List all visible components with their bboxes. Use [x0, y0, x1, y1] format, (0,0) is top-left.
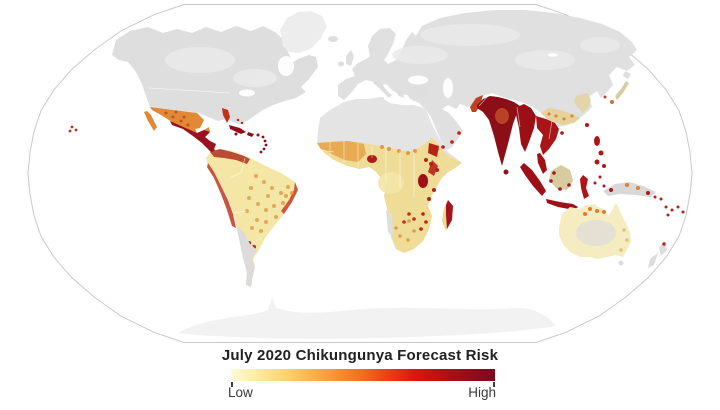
zambezi-dots: [402, 212, 416, 224]
region-borneo: [549, 165, 573, 190]
south-china-dots: [547, 112, 574, 121]
map-title: July 2020 Chikungunya Forecast Risk: [221, 347, 499, 364]
region-philippines: [594, 136, 606, 168]
borneo-coast-dots: [549, 171, 571, 191]
new-guinea-orange-dots: [625, 183, 640, 190]
region-south-china: [541, 108, 580, 125]
region-tasmania: [618, 260, 624, 266]
region-lake-victoria: [418, 174, 428, 188]
legend-tick-low: [231, 382, 233, 387]
region-kyushu: [610, 100, 614, 104]
region-greenland: [280, 11, 327, 53]
legend-label-high: High: [468, 385, 496, 400]
legend-gradient-bar: [231, 369, 495, 381]
region-subsaharan-africa: [317, 138, 462, 253]
nz-north-hotspot: [662, 242, 666, 246]
region-europe-islands: [328, 36, 631, 101]
region-new-zealand: [648, 242, 667, 268]
hawaii-dots: [68, 125, 78, 133]
region-australia-interior: [576, 220, 616, 246]
region-sumatra: [520, 163, 546, 196]
lakes: [239, 53, 558, 98]
region-brazil-coast: [281, 182, 298, 214]
region-north-america: [112, 26, 318, 124]
region-myanmar-bangladesh: [516, 104, 536, 152]
region-ethiopia: [428, 143, 439, 157]
region-korea-spot: [603, 95, 607, 99]
southern-africa-dots: [394, 219, 416, 242]
brazil-speckle-dots: [245, 174, 294, 233]
region-antarctica: [178, 297, 556, 339]
region-colombia-venezuela: [210, 149, 250, 164]
region-new-guinea: [603, 182, 656, 197]
region-malay-peninsula: [537, 153, 547, 174]
pacific-island-dots: [653, 195, 685, 217]
region-central-india: [495, 108, 509, 124]
region-south-america: [206, 149, 298, 287]
region-sulawesi-moluccas: [580, 175, 606, 199]
new-guinea-red-dots: [609, 188, 650, 195]
region-congo-basin: [378, 172, 404, 194]
region-caribbean: [229, 125, 260, 137]
bahamas-dots: [236, 118, 244, 125]
region-pakistan: [470, 95, 483, 112]
lesser-antilles-dots: [259, 135, 268, 154]
region-east-africa: [428, 160, 438, 176]
mozambique-dots: [419, 212, 428, 231]
terrain-texture: [165, 24, 620, 87]
region-southern-cone: [236, 226, 257, 287]
mexico-hotspot-dots: [164, 110, 190, 127]
region-east-china: [574, 93, 591, 113]
region-honshu: [615, 81, 629, 100]
region-namib: [386, 210, 393, 238]
region-india: [477, 96, 520, 166]
australia-east-dots: [619, 228, 629, 252]
region-florida: [222, 108, 230, 123]
region-madagascar-east: [446, 200, 453, 229]
east-africa-dots: [424, 158, 439, 201]
region-sri-lanka: [503, 169, 509, 175]
legend-label-low: Low: [228, 385, 253, 400]
region-baja: [144, 111, 157, 131]
region-west-africa: [317, 141, 366, 162]
australia-north-dots: [583, 207, 606, 216]
region-nigeria: [367, 155, 377, 163]
arabia-coast-dots: [435, 131, 461, 151]
country-borders: [148, 87, 553, 244]
region-indochina: [536, 116, 559, 155]
region-andes: [207, 163, 236, 228]
taiwan-hainan-dots: [560, 123, 589, 135]
legend-tick-high: [493, 382, 495, 387]
world-map-canvas: [27, 4, 693, 343]
